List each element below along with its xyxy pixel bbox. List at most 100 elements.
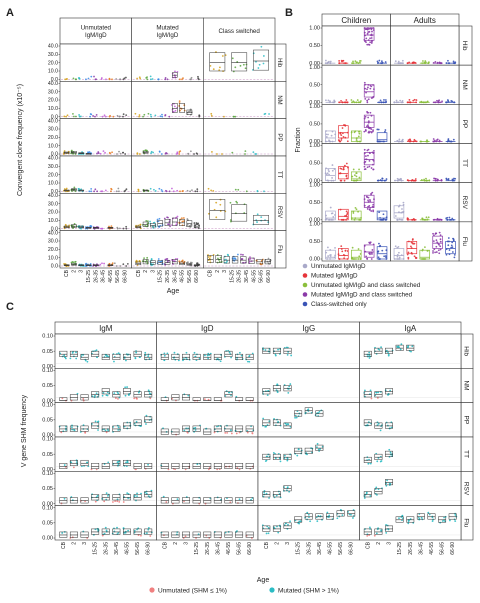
data-point	[283, 454, 286, 457]
data-point	[195, 222, 198, 224]
box	[253, 215, 269, 225]
data-point	[352, 60, 354, 63]
y-tick-label: 30.0	[48, 201, 58, 207]
data-point	[363, 168, 366, 171]
box	[171, 463, 180, 469]
data-point	[239, 64, 242, 67]
data-point	[133, 529, 136, 532]
data-point	[432, 251, 434, 254]
data-point	[115, 78, 118, 80]
data-point	[236, 201, 239, 204]
x-tick-label: 56-65	[259, 270, 265, 283]
data-point	[137, 391, 140, 394]
box	[171, 217, 178, 226]
data-point	[340, 245, 343, 248]
data-point	[138, 424, 141, 427]
x-tick-label: 36-45	[215, 542, 221, 555]
data-point	[377, 348, 380, 351]
facet-column-label: Mutated	[156, 25, 179, 32]
data-point	[198, 114, 201, 117]
data-point	[137, 534, 140, 537]
data-point	[410, 245, 412, 248]
data-point	[428, 61, 430, 64]
data-point	[367, 154, 369, 157]
box	[262, 419, 271, 426]
data-point	[117, 398, 119, 400]
data-point	[149, 535, 152, 537]
data-point	[410, 251, 413, 254]
data-point	[451, 241, 454, 244]
data-point	[117, 429, 120, 431]
data-point	[370, 397, 373, 400]
data-point	[189, 150, 192, 153]
data-point	[221, 153, 223, 155]
box	[294, 447, 303, 454]
data-point	[136, 492, 138, 495]
box	[182, 425, 190, 432]
legend-label: Class-switched only	[311, 301, 367, 308]
data-point	[363, 148, 366, 151]
data-point	[161, 115, 164, 118]
data-point	[340, 179, 343, 182]
data-point	[207, 398, 210, 401]
data-point	[369, 208, 371, 211]
data-point	[96, 190, 99, 193]
x-tick-label: 46-55	[226, 542, 232, 555]
data-point	[373, 534, 376, 537]
data-point	[372, 209, 375, 212]
data-point	[296, 454, 299, 457]
x-tick-label: CB	[207, 269, 213, 277]
data-point	[143, 152, 146, 155]
data-point	[244, 153, 246, 155]
data-point	[191, 189, 193, 192]
data-point	[187, 153, 190, 155]
data-point	[277, 348, 279, 351]
data-point	[238, 351, 241, 354]
data-point	[207, 187, 210, 190]
data-point	[75, 357, 78, 360]
y-tick-label: 0.05	[42, 520, 53, 526]
data-point	[289, 425, 292, 428]
data-point	[176, 151, 179, 154]
data-point	[266, 394, 269, 397]
y-tick-label: 0.50	[309, 239, 320, 245]
box	[224, 463, 233, 469]
data-point	[134, 357, 137, 360]
data-point	[94, 394, 96, 397]
box	[171, 394, 180, 401]
data-point	[441, 100, 443, 103]
x-tick-label: CB	[136, 269, 142, 277]
data-point	[147, 526, 150, 529]
box	[283, 485, 292, 492]
data-point	[377, 488, 380, 491]
data-point	[117, 187, 120, 190]
box	[272, 347, 281, 354]
data-point	[209, 255, 212, 258]
data-point	[297, 522, 300, 524]
x-tick-label: 15-25	[229, 270, 235, 283]
data-point	[170, 104, 173, 106]
data-point	[401, 218, 404, 221]
data-point	[396, 177, 399, 180]
data-point	[207, 256, 210, 258]
y-tick-label: 0.00	[309, 178, 320, 184]
data-point	[367, 196, 370, 199]
box	[393, 248, 405, 260]
box	[325, 210, 336, 221]
data-point	[104, 526, 107, 529]
x-tick-label: 66-90	[349, 542, 355, 555]
data-point	[186, 218, 189, 220]
x-tick-label: 15-25	[296, 542, 302, 555]
facet-row-label: RSV	[463, 482, 470, 496]
data-point	[375, 486, 378, 489]
legend-label: Unmutated IgM/IgD and class switched	[311, 282, 421, 289]
x-tick-label: 3	[79, 270, 85, 273]
box	[69, 394, 78, 401]
data-point	[213, 431, 216, 434]
data-point	[367, 98, 370, 101]
data-point	[371, 191, 374, 194]
data-point	[350, 99, 353, 101]
data-point	[101, 534, 104, 537]
x-axis-title: Age	[257, 577, 270, 584]
box	[235, 425, 244, 432]
